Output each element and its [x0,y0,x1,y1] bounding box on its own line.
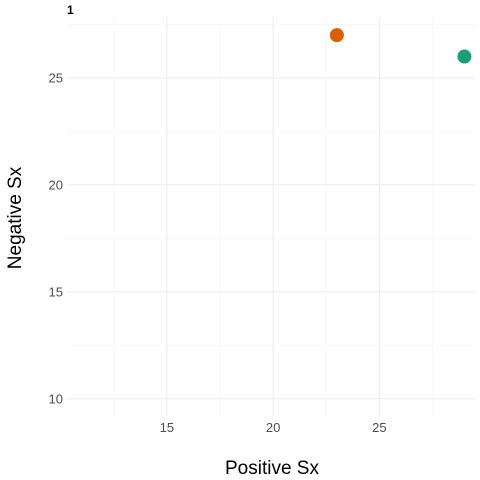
x-tick-label-0: 15 [160,420,174,435]
y-tick-label-0: 10 [49,391,63,406]
x-axis-title: Positive Sx [225,458,319,479]
minor-gridlines [67,18,475,416]
data-point-1 [457,49,472,64]
panel-tag: 1 [67,3,74,17]
major-gridlines [67,18,475,416]
x-axis-tick-labels: 15 20 25 [160,420,387,435]
data-point-0 [329,28,344,43]
x-tick-label-1: 20 [266,420,280,435]
data-points [329,28,472,64]
y-tick-label-3: 25 [49,70,63,85]
x-tick-label-2: 25 [372,420,386,435]
y-tick-label-2: 20 [49,177,63,192]
y-axis-tick-labels: 10 15 20 25 [49,70,63,406]
y-axis-title: Negative Sx [5,166,26,269]
y-tick-label-1: 15 [49,284,63,299]
